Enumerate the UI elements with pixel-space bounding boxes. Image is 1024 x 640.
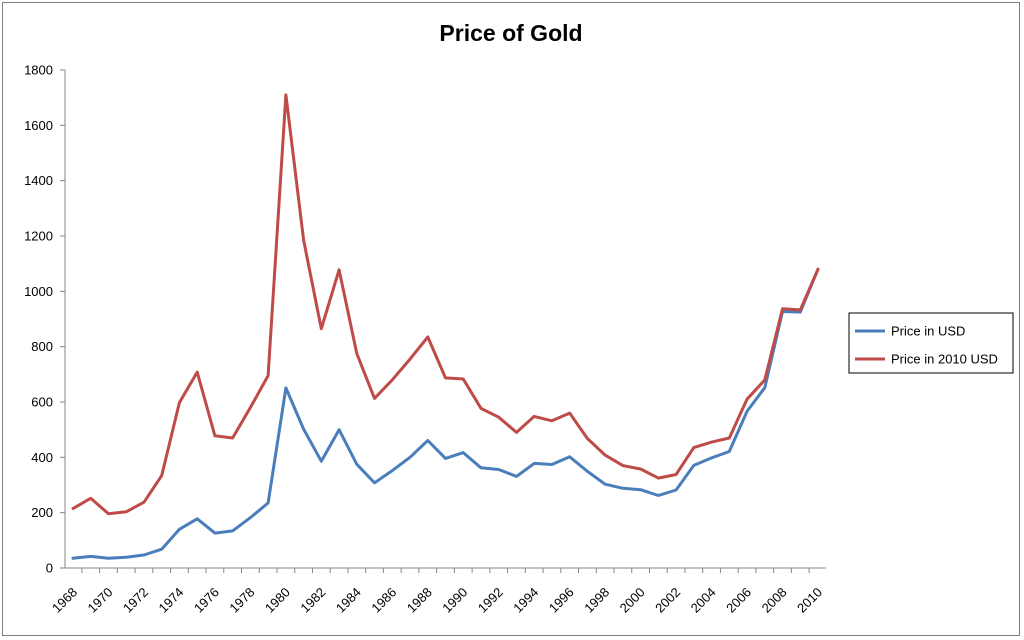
legend: Price in USD Price in 2010 USD	[848, 312, 1014, 374]
series-line-price-2010-usd	[71, 93, 820, 516]
x-tick-label: 1986	[368, 585, 399, 616]
x-tick-label: 1990	[439, 585, 470, 616]
x-tick-label: 1978	[226, 585, 257, 616]
x-tick-label: 1972	[120, 585, 151, 616]
x-tick-label: 1996	[546, 585, 577, 616]
x-tick-label: 2004	[688, 585, 719, 616]
x-tick-label: 2008	[759, 585, 790, 616]
y-tick-label: 0	[46, 561, 53, 576]
x-tick-label: 2010	[794, 585, 825, 616]
y-tick-label: 400	[31, 450, 53, 465]
y-tick-label: 1800	[24, 63, 53, 78]
x-tick-label: 1980	[262, 585, 293, 616]
y-tick-label: 1400	[24, 173, 53, 188]
x-axis-ticks: 1968 1970 1972 1974 1976 1978 1980 1982 1984 1986…	[49, 568, 825, 616]
x-tick-label: 1992	[475, 585, 506, 616]
x-tick-label: 1976	[191, 585, 222, 616]
legend-label-price-2010-usd: Price in 2010 USD	[891, 352, 998, 367]
x-tick-label: 1970	[85, 585, 116, 616]
y-axis-ticks: 0 200 400 600 800 1000 1200 1400 1600 1800	[24, 63, 65, 576]
legend-box	[848, 312, 1014, 374]
x-tick-label: 1988	[404, 585, 435, 616]
series-lines	[71, 93, 820, 560]
x-tick-label: 2000	[617, 585, 648, 616]
y-tick-label: 1000	[24, 284, 53, 299]
axes	[64, 70, 826, 569]
series-line-price-usd	[71, 267, 820, 560]
y-tick-label: 800	[31, 339, 53, 354]
y-tick-label: 600	[31, 395, 53, 410]
y-tick-label: 1600	[24, 118, 53, 133]
x-tick-label: 1998	[581, 585, 612, 616]
legend-label-price-usd: Price in USD	[891, 324, 965, 339]
y-tick-label: 1200	[24, 229, 53, 244]
x-tick-label: 2002	[652, 585, 683, 616]
chart-title: Price of Gold	[439, 20, 582, 46]
x-tick-label: 1968	[49, 585, 80, 616]
x-tick-label: 1984	[333, 585, 364, 616]
x-tick-label: 1982	[297, 585, 328, 616]
x-tick-label: 1974	[155, 585, 186, 616]
x-tick-label: 2006	[723, 585, 754, 616]
x-tick-label: 1994	[510, 585, 541, 616]
y-tick-label: 200	[31, 505, 53, 520]
